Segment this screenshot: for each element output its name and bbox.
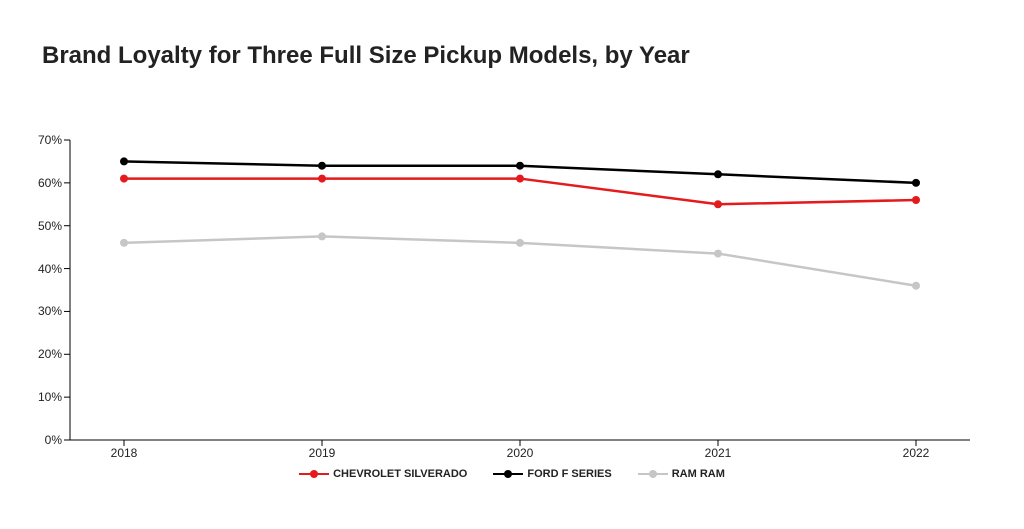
- series-marker: [120, 157, 128, 165]
- y-tick-label: 10%: [22, 390, 62, 404]
- series-marker: [516, 239, 524, 247]
- legend-label: CHEVROLET SILVERADO: [333, 468, 467, 480]
- legend-item: RAM RAM: [638, 468, 725, 480]
- legend-marker: [299, 468, 329, 480]
- series-marker: [318, 162, 326, 170]
- x-tick-label: 2022: [903, 446, 930, 460]
- series-marker: [912, 196, 920, 204]
- series-marker: [120, 239, 128, 247]
- series-marker: [912, 282, 920, 290]
- series-marker: [714, 200, 722, 208]
- chart-svg: [70, 140, 970, 440]
- legend-label: FORD F SERIES: [527, 468, 611, 480]
- series-marker: [516, 175, 524, 183]
- series-marker: [714, 170, 722, 178]
- legend-marker: [638, 468, 668, 480]
- x-tick-label: 2020: [507, 446, 534, 460]
- y-tick-label: 60%: [22, 176, 62, 190]
- series-marker: [120, 175, 128, 183]
- series-marker: [714, 250, 722, 258]
- legend-label: RAM RAM: [672, 468, 725, 480]
- series-marker: [912, 179, 920, 187]
- y-tick-label: 30%: [22, 304, 62, 318]
- x-tick-label: 2019: [309, 446, 336, 460]
- series-marker: [516, 162, 524, 170]
- plot-area: 0%10%20%30%40%50%60%70%20182019202020212…: [70, 140, 970, 440]
- y-tick-label: 50%: [22, 219, 62, 233]
- chart-title: Brand Loyalty for Three Full Size Pickup…: [42, 42, 690, 70]
- legend-item: FORD F SERIES: [493, 468, 611, 480]
- y-tick-label: 20%: [22, 347, 62, 361]
- legend-marker: [493, 468, 523, 480]
- x-tick-label: 2021: [705, 446, 732, 460]
- chart-container: Brand Loyalty for Three Full Size Pickup…: [0, 0, 1024, 529]
- y-tick-label: 0%: [22, 433, 62, 447]
- legend-item: CHEVROLET SILVERADO: [299, 468, 467, 480]
- y-tick-label: 70%: [22, 133, 62, 147]
- legend: CHEVROLET SILVERADO FORD F SERIES RAM RAM: [0, 468, 1024, 480]
- y-tick-label: 40%: [22, 262, 62, 276]
- x-tick-label: 2018: [111, 446, 138, 460]
- series-marker: [318, 175, 326, 183]
- series-marker: [318, 232, 326, 240]
